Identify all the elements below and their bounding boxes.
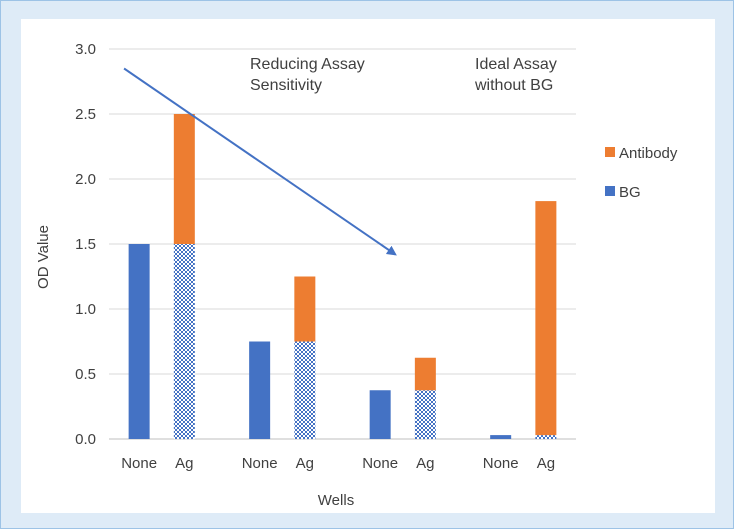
y-tick-label: 2.0 [75,171,96,188]
y-tick-label: 1.0 [75,301,96,318]
bar-antibody-segment [414,357,436,391]
bar-bg-segment [490,435,512,439]
x-tick-label: None [121,455,157,472]
chart-plot-area: 0.0 0.5 1.0 1.5 2.0 2.5 3.0 None Ag None Ag None Ag N… [21,19,715,513]
y-tick-label: 0.0 [75,431,96,448]
legend-label: Antibody [619,145,678,162]
legend-swatch [605,147,615,157]
bar-bg-segment [173,244,195,439]
legend-label: BG [619,184,641,201]
legend: Antibody BG [605,145,678,201]
bar-antibody-segment [535,201,557,436]
tick-labels: 0.0 0.5 1.0 1.5 2.0 2.5 3.0 None Ag None Ag None Ag N… [75,41,555,472]
bar-bg-segment [249,341,271,439]
x-tick-label: Ag [416,455,434,472]
y-tick-label: 0.5 [75,366,96,383]
chart-svg: 0.0 0.5 1.0 1.5 2.0 2.5 3.0 None Ag None Ag None Ag N… [35,41,678,509]
y-axis-title: OD Value [35,225,52,289]
x-tick-label: Ag [296,455,314,472]
annotation-text: Reducing Assay Sensitivity [250,56,365,94]
legend-swatch [605,186,615,196]
trend-arrow [123,67,397,256]
x-axis-title: Wells [318,492,354,509]
bar-bg-segment [294,341,316,439]
x-tick-label: Ag [175,455,193,472]
y-tick-label: 2.5 [75,106,96,123]
bar-bg-segment [369,390,391,439]
bar-bg-segment [535,435,557,439]
y-tick-label: 1.5 [75,236,96,253]
x-tick-label: None [483,455,519,472]
x-tick-label: None [362,455,398,472]
bar-antibody-segment [294,276,316,342]
bar-antibody-segment [173,114,195,244]
x-tick-label: None [242,455,278,472]
bar-bg-segment [128,244,150,439]
x-tick-label: Ag [537,455,555,472]
bars [128,114,557,439]
annotation-text: Ideal Assay without BG [474,56,557,94]
bar-bg-segment [414,390,436,439]
y-tick-label: 3.0 [75,41,96,58]
annotations: Reducing Assay Sensitivity Ideal Assay with… [123,56,557,256]
